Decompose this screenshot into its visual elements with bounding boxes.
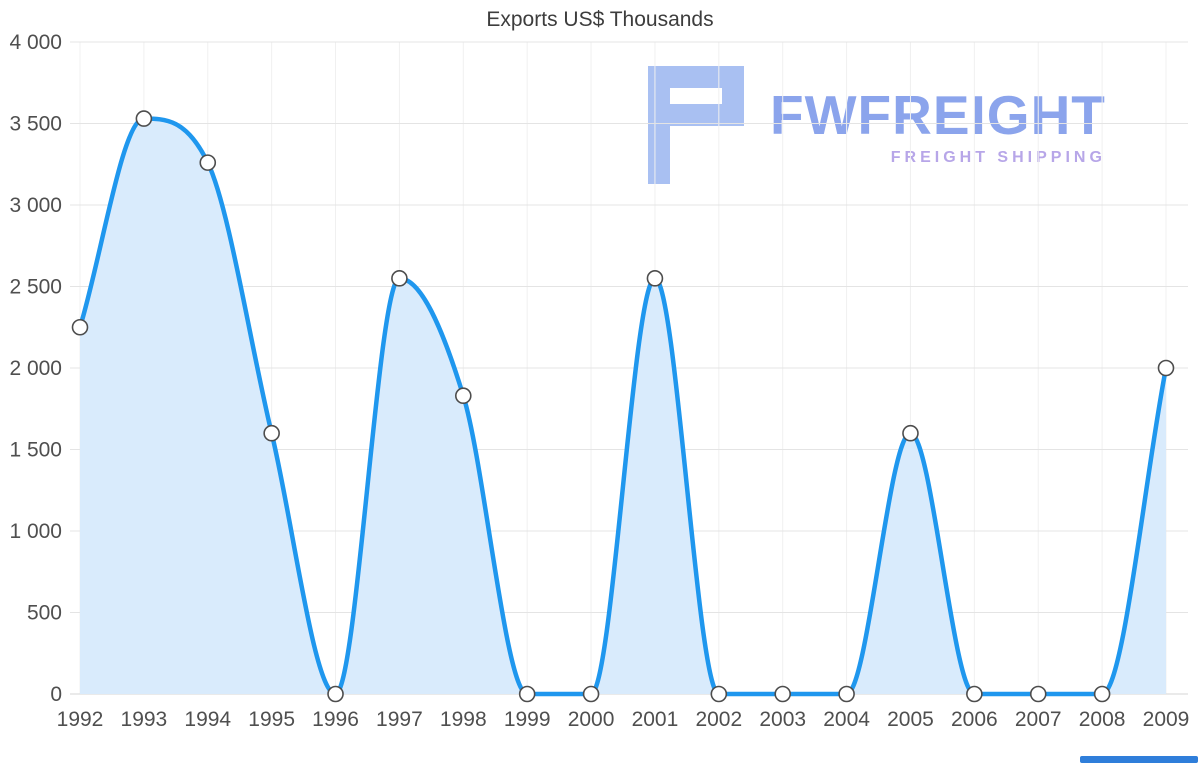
data-point-marker[interactable] — [582, 685, 600, 703]
x-axis-tick-label: 1995 — [248, 708, 295, 731]
x-axis-tick-label: 2001 — [632, 708, 679, 731]
x-axis-tick-label: 2002 — [695, 708, 742, 731]
data-point-marker[interactable] — [135, 110, 153, 127]
data-point-marker[interactable] — [263, 424, 280, 442]
data-point-marker[interactable] — [710, 685, 728, 703]
data-point-marker[interactable] — [774, 685, 792, 703]
chart-title: Exports US$ Thousands — [486, 8, 714, 31]
data-point-marker[interactable] — [1093, 685, 1111, 703]
data-point-marker[interactable] — [518, 685, 536, 703]
y-axis-tick-label: 2 500 — [9, 276, 62, 299]
y-axis-tick-label: 0 — [50, 683, 62, 706]
x-axis-tick-label: 2007 — [1015, 708, 1062, 731]
data-point-marker[interactable] — [454, 387, 472, 405]
data-point-marker[interactable] — [966, 685, 983, 703]
data-point-marker[interactable] — [327, 685, 344, 703]
data-point-marker[interactable] — [391, 270, 408, 287]
y-axis-tick-label: 3 500 — [9, 113, 62, 136]
data-point-marker[interactable] — [902, 424, 919, 442]
data-point-marker[interactable] — [646, 270, 664, 287]
data-point-marker[interactable] — [1157, 359, 1175, 377]
x-axis-tick-label: 2003 — [759, 708, 806, 731]
x-axis-tick-label: 1994 — [184, 708, 231, 731]
x-axis-tick-label: 1999 — [504, 708, 551, 731]
bottom-scrollbar-thumb[interactable] — [1080, 756, 1198, 763]
x-axis-tick-label: 2008 — [1079, 708, 1126, 731]
y-axis-tick-label: 1 500 — [9, 439, 62, 462]
x-axis-tick-label: 2000 — [568, 708, 615, 731]
x-axis-tick-label: 2009 — [1143, 708, 1190, 731]
x-axis-tick-label: 2005 — [887, 708, 934, 731]
x-axis-tick-label: 1996 — [312, 708, 359, 731]
data-point-marker[interactable] — [199, 154, 217, 171]
y-axis-tick-label: 3 000 — [9, 194, 62, 217]
x-axis-tick-label: 2006 — [951, 708, 998, 731]
x-axis-tick-label: 1993 — [121, 708, 168, 731]
series-area-fill — [80, 118, 1166, 694]
y-axis-tick-label: 4 000 — [9, 31, 62, 54]
y-axis-tick-label: 500 — [27, 602, 62, 625]
y-axis-tick-label: 2 000 — [9, 357, 62, 380]
x-axis-tick-label: 2004 — [823, 708, 870, 731]
x-axis-tick-label: 1992 — [57, 708, 104, 731]
y-axis-tick-label: 1 000 — [9, 520, 62, 543]
x-axis-tick-label: 1998 — [440, 708, 487, 731]
data-point-marker[interactable] — [838, 685, 855, 703]
x-axis-tick-label: 1997 — [376, 708, 423, 731]
data-point-marker[interactable] — [1029, 685, 1047, 703]
data-point-marker[interactable] — [71, 318, 89, 336]
